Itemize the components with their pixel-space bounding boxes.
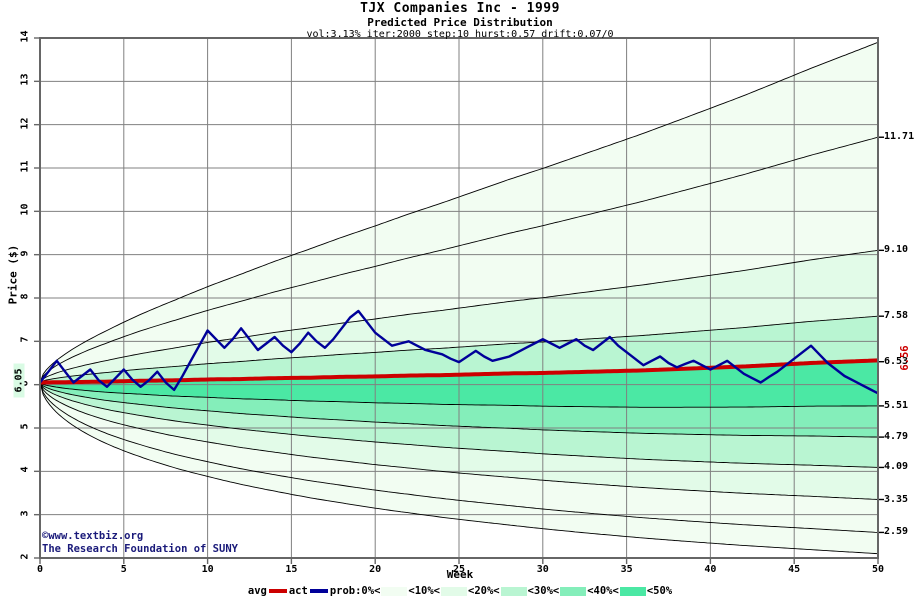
y-tick-7: 7 [19, 336, 31, 343]
right-label-9-10: 9.10 [884, 244, 909, 256]
x-tick-5: 5 [120, 564, 127, 575]
right-label-6-53: 6.53 [884, 355, 909, 367]
right-label-7-58: 7.58 [884, 310, 909, 322]
right-label-5-51: 5.51 [884, 399, 909, 411]
credit-organization: The Research Foundation of SUNY [42, 543, 238, 555]
y-tick-11: 11 [19, 160, 31, 173]
legend-act-label: act [288, 585, 308, 597]
legend-band-20-swatch [441, 586, 467, 596]
chart-subtitle: Predicted Price Distribution [367, 16, 553, 29]
legend-band-50-swatch [619, 586, 646, 596]
x-axis-title: Week [446, 568, 474, 581]
legend-act-swatch [309, 589, 328, 593]
y-tick-14: 14 [19, 30, 31, 43]
x-tick-15: 15 [285, 564, 298, 575]
right-label-3-35: 3.35 [884, 493, 909, 505]
right-label-11-71: 11.71 [884, 131, 915, 143]
legend-p10-label: <10%< [408, 585, 440, 597]
x-tick-35: 35 [620, 564, 633, 575]
right-label-4-79: 4.79 [884, 431, 909, 443]
x-tick-20: 20 [369, 564, 382, 575]
start-price-label: 6.05 [13, 363, 25, 397]
x-tick-40: 40 [704, 564, 717, 575]
y-tick-12: 12 [19, 117, 31, 130]
credit-website: ©www.textbiz.org [42, 530, 144, 542]
x-tick-10: 10 [201, 564, 214, 575]
legend-p40-label: <40%< [587, 585, 619, 597]
x-tick-45: 45 [788, 564, 801, 575]
legend-band-30-swatch [500, 586, 527, 596]
legend-band-10-swatch [381, 586, 408, 596]
y-tick-3: 3 [19, 510, 31, 517]
right-label-2-59: 2.59 [884, 526, 909, 538]
chart-legend: avg act prob:0%< <10%< <20%< <30%< <40%< <50% [0, 585, 920, 597]
plot-border [39, 37, 879, 559]
legend-band-40-swatch [560, 586, 587, 596]
legend-avg-label: avg [247, 585, 267, 597]
legend-p50-label: <50% [646, 585, 673, 597]
y-tick-9: 9 [19, 250, 31, 257]
actual-price-line [40, 309, 878, 395]
legend-p30-label: <30%< [527, 585, 560, 597]
legend-p20-label: <20%< [468, 585, 500, 597]
simulation-params: vol:3.13% iter:2000 step:10 hurst:0.57 d… [306, 29, 614, 40]
legend-prob0-label: prob:0%< [329, 585, 381, 597]
x-tick-0: 0 [36, 564, 44, 575]
right-label-4-09: 4.09 [884, 461, 909, 473]
y-tick-4: 4 [19, 466, 31, 473]
page-title: TJX Companies Inc - 1999 [360, 1, 560, 16]
end-average-label: 6.56 [899, 345, 911, 372]
y-tick-10: 10 [19, 203, 31, 216]
y-tick-5: 5 [19, 423, 31, 430]
x-tick-30: 30 [536, 564, 549, 575]
gridlines [34, 37, 879, 564]
x-tick-50: 50 [871, 564, 885, 575]
y-axis-title: Price ($) [6, 244, 20, 305]
y-tick-13: 13 [19, 73, 31, 86]
band-boundary-lines [40, 41, 878, 555]
y-tick-8: 8 [19, 293, 31, 300]
legend-avg-swatch [268, 589, 287, 593]
x-tick-25: 25 [452, 564, 466, 575]
